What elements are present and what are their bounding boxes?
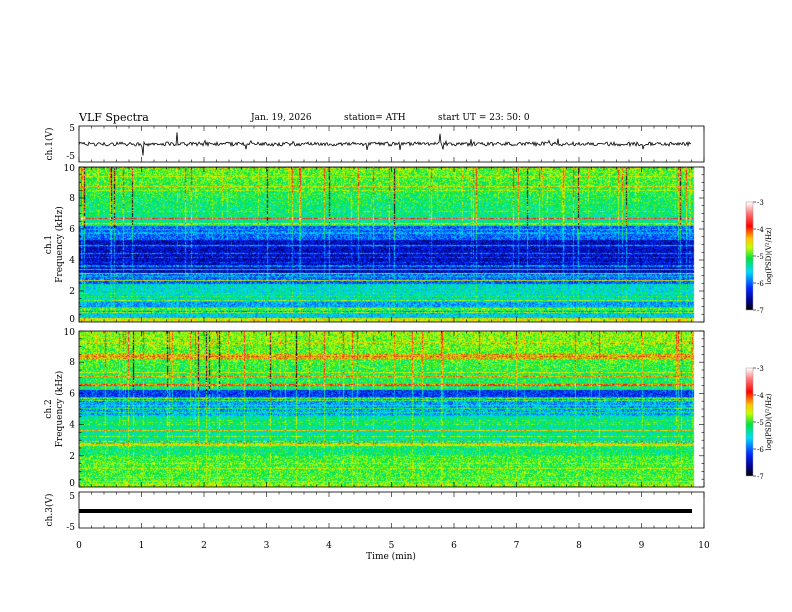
ch2-spectrogram-image bbox=[79, 331, 704, 487]
colorbar-tick-label: -7 bbox=[757, 307, 764, 315]
x-axis-label: Time (min) bbox=[366, 551, 416, 562]
ch2-ytick-label: 4 bbox=[69, 421, 75, 431]
colorbar-frame bbox=[745, 201, 754, 311]
x-tick-label: 6 bbox=[451, 541, 457, 551]
colorbar-tick-label: -6 bbox=[757, 280, 764, 288]
ch2-ytick-label: 8 bbox=[69, 358, 75, 368]
ch1-ytick-label: 10 bbox=[64, 164, 76, 174]
ch2-ytick-label: 6 bbox=[69, 389, 75, 399]
date-label: Jan. 19, 2026 bbox=[251, 113, 312, 123]
panel-frame bbox=[78, 330, 705, 488]
ch1-colorbar bbox=[746, 202, 753, 310]
colorbar-label: log(PSD)(V²/Hz) bbox=[765, 393, 773, 450]
ch3-ytick-label: -5 bbox=[66, 523, 75, 533]
colorbar-tick-label: -4 bbox=[757, 392, 764, 400]
x-tick-label: 0 bbox=[76, 541, 82, 551]
x-tick-label: 3 bbox=[264, 541, 270, 551]
ch2-ytick-label: 2 bbox=[69, 452, 75, 462]
ch3-waveform-line bbox=[79, 509, 692, 513]
colorbar-tick-label: -6 bbox=[757, 446, 764, 454]
colorbar-tick-label: -3 bbox=[757, 199, 764, 207]
ch2-ytick-label: 0 bbox=[69, 479, 75, 489]
x-tick-label: 2 bbox=[201, 541, 207, 551]
ch1-waveform-line bbox=[78, 132, 692, 156]
colorbar-frame bbox=[745, 367, 754, 477]
colorbar-tick-label: -4 bbox=[757, 226, 764, 234]
x-tick-label: 4 bbox=[326, 541, 332, 551]
ch3-ylabel: ch.3(V) bbox=[44, 494, 55, 527]
colorbar-label: log(PSD)(V²/Hz) bbox=[765, 227, 773, 284]
start-time-label: start UT = 23: 50: 0 bbox=[438, 113, 530, 123]
ch1-ytick-label: 2 bbox=[69, 287, 75, 297]
station-label: station= ATH bbox=[344, 113, 406, 123]
colorbar-tick-label: -5 bbox=[757, 253, 764, 261]
x-tick-label: 8 bbox=[576, 541, 582, 551]
ch2-colorbar bbox=[746, 368, 753, 476]
x-tick-label: 1 bbox=[139, 541, 145, 551]
ch1-ytick-label: 8 bbox=[69, 194, 75, 204]
ch1-ytick-label: 6 bbox=[69, 225, 75, 235]
ch2-ytick-label: 10 bbox=[64, 328, 76, 338]
ch1-spectrogram-image bbox=[79, 167, 704, 322]
colorbar-tick-label: -7 bbox=[757, 473, 764, 481]
ch1-ylabel: ch.1(V) bbox=[44, 128, 55, 161]
ch1-ytick-label: 0 bbox=[69, 315, 75, 325]
figure-title: VLF Spectra bbox=[79, 111, 149, 124]
ch2-ylabel-channel: ch.2 bbox=[44, 399, 54, 418]
ch2-ylabel-frequency: Frequency (kHz) bbox=[54, 371, 65, 448]
colorbar-tick-label: -5 bbox=[757, 419, 764, 427]
ch1-ytick-label: -5 bbox=[66, 152, 75, 162]
panel-frame bbox=[78, 166, 705, 323]
ch3-ytick-label: 5 bbox=[69, 492, 75, 502]
x-tick-label: 9 bbox=[639, 541, 645, 551]
x-tick-label: 7 bbox=[514, 541, 520, 551]
ch1-ytick-label: 5 bbox=[69, 124, 75, 134]
colorbar-tick-label: -3 bbox=[757, 365, 764, 373]
ch1-ytick-label: 4 bbox=[69, 256, 75, 266]
x-tick-label: 10 bbox=[698, 541, 710, 551]
ch1-ylabel-frequency: Frequency (kHz) bbox=[54, 206, 65, 283]
ch1-ylabel-channel: ch.1 bbox=[44, 235, 54, 254]
x-tick-label: 5 bbox=[389, 541, 395, 551]
